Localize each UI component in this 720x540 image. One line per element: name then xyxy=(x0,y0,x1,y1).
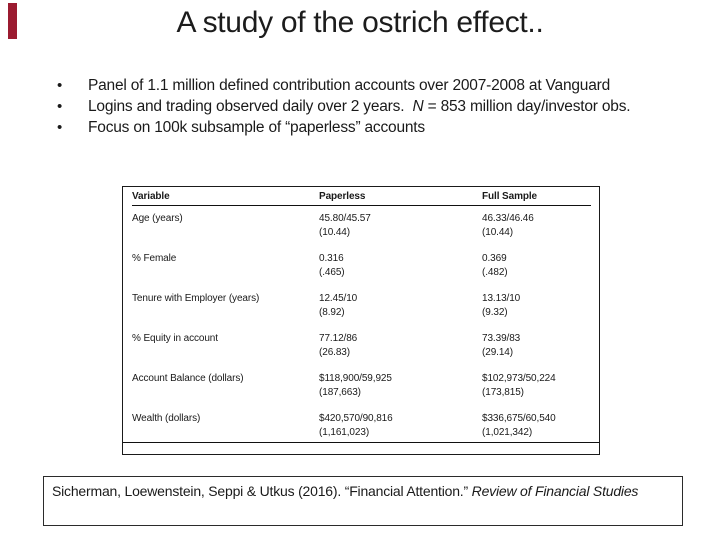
page-title: A study of the ostrich effect.. xyxy=(176,6,544,39)
cell-full-sample: 0.369 (.482) xyxy=(482,253,508,278)
bullet-text: Focus on 100k subsample of “paperless” a… xyxy=(88,119,425,136)
cell-paperless: $420,570/90,816 (1,161,023) xyxy=(319,413,393,438)
cell-paperless: 45.80/45.57 (10.44) xyxy=(319,213,371,238)
cell-variable: Wealth (dollars) xyxy=(132,413,201,424)
cell-variable: Tenure with Employer (years) xyxy=(132,293,260,304)
bullet-text: Panel of 1.1 million defined contributio… xyxy=(88,77,611,94)
table-row: % Female 0.316 (.465) 0.369 (.482) xyxy=(132,252,591,279)
table-bottom-rule xyxy=(123,442,599,443)
bullet-icon: • xyxy=(57,119,63,136)
cell-paperless: 77.12/86 (26.83) xyxy=(319,333,358,358)
cell-full-sample: 46.33/46.46 (10.44) xyxy=(482,213,534,238)
cell-full-sample: $102,973/50,224 (173,815) xyxy=(482,373,556,398)
table-row: Account Balance (dollars) $118,900/59,925… xyxy=(132,372,591,399)
cell-paperless: 0.316 (.465) xyxy=(319,253,345,278)
table-header-paperless: Paperless xyxy=(319,191,366,202)
table-header-row: Variable Paperless Full Sample xyxy=(132,187,591,206)
bullet-icon: • xyxy=(57,98,63,115)
cell-full-sample: 73.39/83 (29.14) xyxy=(482,333,521,358)
cell-paperless: $118,900/59,925 (187,663) xyxy=(319,373,392,398)
bullet-list: • Panel of 1.1 million defined contributi… xyxy=(57,78,647,141)
bullet-item: • Logins and trading observed daily over … xyxy=(57,99,647,115)
table-row: Tenure with Employer (years) 12.45/10 (8.9… xyxy=(132,292,591,319)
citation-text: Sicherman, Loewenstein, Seppi & Utkus (2… xyxy=(52,483,639,499)
cell-full-sample: 13.13/10 (9.32) xyxy=(482,293,521,318)
accent-bar xyxy=(8,3,17,39)
table-row: % Equity in account 77.12/86 (26.83) 73.39/… xyxy=(132,332,591,359)
bullet-text: Logins and trading observed daily over 2… xyxy=(88,98,631,115)
bullet-item: • Focus on 100k subsample of “paperless” … xyxy=(57,120,647,136)
table-body: Age (years) 45.80/45.57 (10.44) 46.33/46.46… xyxy=(132,212,591,439)
stats-table: Variable Paperless Full Sample Age (year… xyxy=(122,186,600,455)
cell-variable: Account Balance (dollars) xyxy=(132,373,244,384)
citation-box: Sicherman, Loewenstein, Seppi & Utkus (2… xyxy=(43,476,683,526)
bullet-item: • Panel of 1.1 million defined contributi… xyxy=(57,78,647,94)
table-row: Age (years) 45.80/45.57 (10.44) 46.33/46.46… xyxy=(132,212,591,239)
table-header-variable: Variable xyxy=(132,191,170,202)
bullet-icon: • xyxy=(57,77,63,94)
cell-full-sample: $336,675/60,540 (1,021,342) xyxy=(482,413,556,438)
table-row: Wealth (dollars) $420,570/90,816 (1,161,02… xyxy=(132,412,591,439)
cell-paperless: 12.45/10 (8.92) xyxy=(319,293,358,318)
table-header-full-sample: Full Sample xyxy=(482,191,538,202)
cell-variable: Age (years) xyxy=(132,213,183,224)
cell-variable: % Female xyxy=(132,253,177,264)
cell-variable: % Equity in account xyxy=(132,333,218,344)
